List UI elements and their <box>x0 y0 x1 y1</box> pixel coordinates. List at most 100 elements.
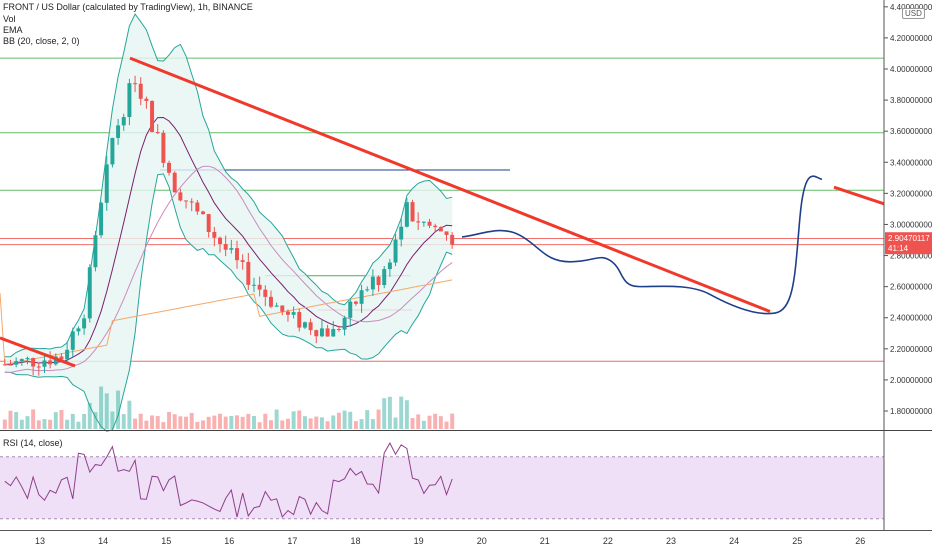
volume-bar <box>14 412 19 429</box>
candle-body <box>161 132 166 163</box>
volume-bar <box>365 410 370 429</box>
candle-body <box>450 234 455 245</box>
candle-body <box>331 329 336 337</box>
volume-bar <box>110 411 115 429</box>
volume-bar <box>206 416 211 429</box>
volume-bar <box>184 416 189 429</box>
candle-body <box>427 221 432 226</box>
ema-indicator-label[interactable]: EMA <box>3 25 23 35</box>
candle-body <box>184 200 189 202</box>
time-tick-label: 13 <box>35 536 45 546</box>
volume-bar <box>336 412 341 429</box>
time-tick-label: 26 <box>855 536 865 546</box>
projection-path <box>461 175 823 315</box>
candle-body <box>25 358 30 360</box>
volume-bar <box>240 416 245 429</box>
volume-bar <box>87 402 92 429</box>
candle-body <box>189 201 194 203</box>
volume-bar <box>382 398 387 429</box>
volume-bar <box>189 412 194 429</box>
volume-bar <box>144 420 149 429</box>
candle-body <box>257 284 262 290</box>
candlesticks <box>2 75 455 376</box>
price-tick-label: 3.60000000 <box>890 127 932 136</box>
last-price-value: 2.90470117 <box>888 234 930 243</box>
volume-bar <box>212 415 217 429</box>
candle-body <box>201 211 206 215</box>
rsi-panel: 40.0060.0080.00 <box>0 437 911 520</box>
candle-body <box>116 125 121 138</box>
candle-body <box>438 227 443 232</box>
volume-bar <box>161 422 166 429</box>
candle-body <box>155 132 160 134</box>
volume-bar <box>314 416 319 429</box>
candle-body <box>235 248 239 261</box>
price-axis-bg <box>884 0 932 550</box>
volume-bar <box>319 417 324 429</box>
projected-trend-line <box>833 185 891 208</box>
time-tick-label: 25 <box>792 536 802 546</box>
time-tick-label: 14 <box>98 536 108 546</box>
candle-body <box>167 162 172 173</box>
volume-bar <box>155 416 160 429</box>
volume-bar <box>82 413 87 429</box>
candle-body <box>127 83 132 118</box>
volume-bar <box>416 414 421 429</box>
volume-bar <box>387 396 392 429</box>
price-tick-label: 2.00000000 <box>890 376 932 385</box>
volume-bar <box>331 415 336 429</box>
candle-body <box>99 202 104 236</box>
symbol-title[interactable]: FRONT / US Dollar (calculated by Trading… <box>3 2 253 12</box>
volume-bar <box>342 410 347 429</box>
bb-indicator-label[interactable]: BB (20, close, 2, 0) <box>3 36 80 46</box>
currency-badge[interactable]: USD <box>902 8 925 19</box>
rsi-indicator-label[interactable]: RSI (14, close) <box>3 438 63 448</box>
volume-bar <box>404 400 409 429</box>
price-projection-curve <box>461 175 823 315</box>
volume-bar <box>42 419 47 429</box>
volume-bar <box>133 418 138 429</box>
candle-body <box>285 311 290 315</box>
volume-bar <box>25 416 30 429</box>
price-tick-label: 2.20000000 <box>890 345 932 354</box>
volume-bar <box>376 409 381 429</box>
candle-body <box>399 226 404 240</box>
candle-body <box>342 317 347 330</box>
volume-bar <box>399 396 404 429</box>
candle-body <box>87 267 92 319</box>
candle-body <box>31 358 36 367</box>
time-tick-label: 20 <box>477 536 487 546</box>
candle-body <box>138 83 143 99</box>
bollinger-upper <box>4 13 453 358</box>
candle-body <box>133 83 138 85</box>
candle-body <box>70 331 75 350</box>
ema-lines <box>0 165 453 373</box>
time-tick-label: 18 <box>350 536 360 546</box>
volume-bar <box>268 420 273 429</box>
candle-body <box>42 360 47 367</box>
last-price-badge <box>885 232 932 255</box>
candle-body <box>246 261 251 285</box>
time-tick-label: 21 <box>540 536 550 546</box>
candle-body <box>195 202 200 212</box>
vol-indicator-label[interactable]: Vol <box>3 14 16 24</box>
candle-body <box>444 231 449 235</box>
volume-bar <box>36 420 41 429</box>
time-tick-label: 24 <box>729 536 739 546</box>
candle-body <box>393 239 398 263</box>
candle-body <box>212 231 217 238</box>
volume-bar <box>104 393 109 429</box>
volume-bar <box>116 390 121 429</box>
candle-body <box>353 301 358 304</box>
volume-bar <box>246 413 251 429</box>
volume-bar <box>308 418 313 429</box>
candle-body <box>382 269 387 286</box>
candle-body <box>8 364 13 366</box>
candle-body <box>76 328 81 332</box>
volume-bar <box>48 419 53 429</box>
price-tick-label: 3.00000000 <box>890 220 932 229</box>
candle-body <box>348 301 353 318</box>
early-trend-line <box>0 336 76 368</box>
volume-bar <box>121 414 126 429</box>
